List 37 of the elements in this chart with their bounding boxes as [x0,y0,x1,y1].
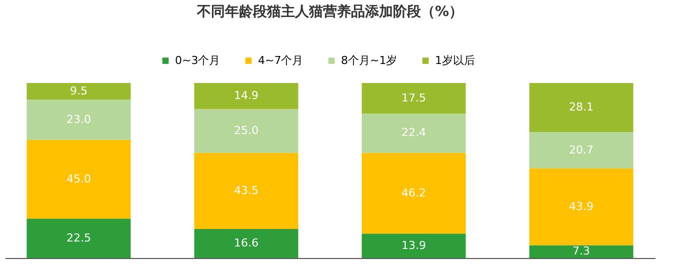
data-label: 22.5 [66,231,91,244]
data-label: 9.5 [70,84,88,98]
legend-label: 1岁以后 [435,54,475,67]
bar [529,83,634,132]
data-label: 43.5 [234,184,258,197]
bar [194,152,298,229]
bar [194,228,298,258]
bar [362,234,466,258]
data-label: 28.1 [569,100,594,114]
bar [26,218,131,258]
legend-label: 4~7个月 [258,54,304,67]
data-label: 25.0 [234,124,258,137]
data-label: 16.6 [234,236,258,250]
legend-label: 0~3个月 [175,54,220,67]
bar [362,152,466,234]
data-label: 17.5 [402,91,426,104]
bar [194,83,298,110]
bar [26,83,131,100]
data-label: 7.3 [572,244,590,258]
data-label: 23.0 [66,112,91,126]
chart-title: 不同年龄段猫主人猫营养品添加阶段（%） [196,3,464,20]
bar [529,168,634,246]
bar [362,83,466,114]
data-label: 14.9 [234,89,258,102]
bar [26,140,131,219]
legend-label: 8个月~1岁 [341,54,398,67]
data-label: 13.9 [402,238,426,252]
data-label: 22.4 [402,126,426,140]
bar [529,132,634,168]
bar [529,245,634,258]
data-label: 45.0 [66,172,91,186]
data-label: 46.2 [402,186,426,200]
bar [194,109,298,153]
bar [362,114,466,153]
bar [26,100,131,140]
data-label: 20.7 [569,143,594,156]
data-label: 43.9 [569,200,594,213]
